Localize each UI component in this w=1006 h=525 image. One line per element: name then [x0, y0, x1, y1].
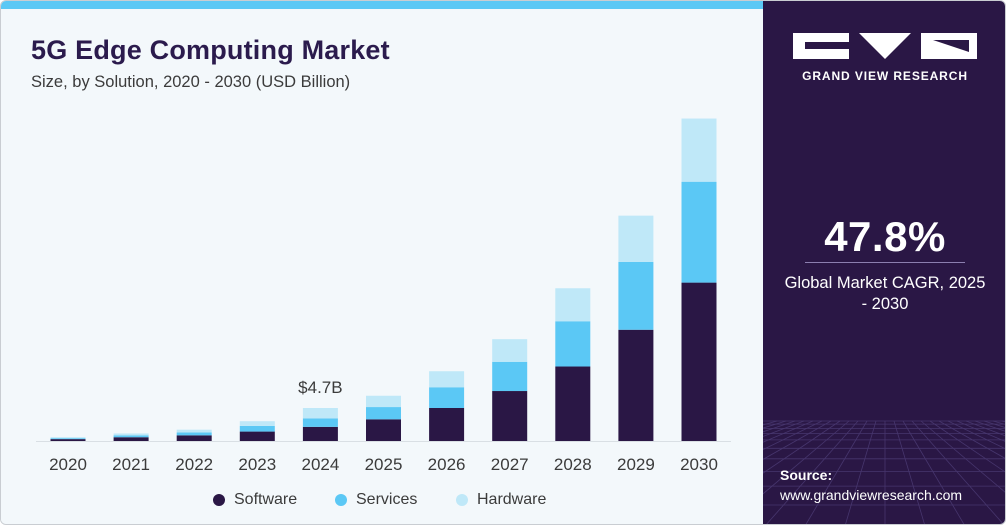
bar-software-2028	[555, 366, 591, 441]
bar-services-2025	[366, 407, 401, 420]
bar-services-2021	[113, 435, 149, 438]
x-tick-label-2023: 2023	[238, 455, 276, 474]
bar-hardware-2022	[176, 429, 212, 433]
x-tick-label-2022: 2022	[175, 455, 213, 474]
bar-hardware-2024	[302, 408, 338, 419]
bar-services-2020	[50, 438, 86, 440]
legend-swatch-software	[213, 494, 225, 506]
x-tick-label-2021: 2021	[112, 455, 150, 474]
brand-name: GRAND VIEW RESEARCH	[802, 69, 968, 83]
bar-hardware-2025	[366, 395, 401, 408]
bar-software-2021	[113, 437, 149, 441]
bar-hardware-2026	[429, 371, 465, 388]
bar-services-2023	[239, 425, 275, 432]
data-label-2024: $4.7B	[298, 378, 342, 397]
bar-software-2030	[681, 282, 717, 441]
bar-software-2025	[366, 419, 401, 441]
bar-software-2020	[50, 439, 86, 441]
bar-services-2024	[302, 418, 338, 427]
bar-services-2026	[429, 387, 465, 408]
bar-software-2027	[492, 391, 528, 441]
side-panel: GRAND VIEW RESEARCH 47.8% Global Market …	[763, 1, 1005, 524]
bar-services-2029	[618, 261, 654, 330]
legend-label-software: Software	[234, 491, 298, 508]
bar-hardware-2023	[239, 421, 275, 426]
x-tick-label-2020: 2020	[49, 455, 87, 474]
x-tick-label-2025: 2025	[365, 455, 403, 474]
cagr-value: 47.8%	[824, 213, 946, 260]
bar-hardware-2028	[555, 288, 591, 322]
grid-lines	[763, 420, 1005, 524]
bar-software-2022	[176, 435, 212, 441]
bar-software-2024	[302, 426, 338, 441]
x-tick-label-2029: 2029	[617, 455, 655, 474]
bar-hardware-2030	[681, 118, 717, 182]
source-label: Source:	[780, 467, 833, 483]
perspective-grid-graphic	[763, 420, 1005, 524]
legend-item-services: Services	[335, 491, 417, 509]
cagr-label: Global Market CAGR, 2025 - 2030	[784, 274, 986, 313]
bar-software-2029	[618, 329, 654, 441]
source-url: www.grandviewresearch.com	[780, 487, 963, 503]
x-tick-label-2028: 2028	[554, 455, 592, 474]
top-accent-bar	[1, 1, 763, 9]
bar-services-2030	[681, 181, 717, 283]
cagr-divider	[805, 262, 965, 263]
gvr-logo	[793, 33, 977, 59]
chart-panel: 5G Edge Computing Market Size, by Soluti…	[1, 9, 763, 524]
x-tick-label-2024: 2024	[301, 455, 339, 474]
chart-subtitle: Size, by Solution, 2020 - 2030 (USD Bill…	[31, 73, 351, 91]
legend-swatch-services	[335, 494, 347, 506]
bar-hardware-2027	[492, 339, 528, 362]
x-tick-label-2027: 2027	[491, 455, 529, 474]
bar-services-2027	[492, 361, 528, 392]
bar-hardware-2029	[618, 215, 654, 262]
bar-software-2023	[239, 431, 275, 441]
bar-hardware-2020	[50, 437, 86, 439]
legend-label-services: Services	[356, 491, 418, 508]
bar-chart: 2020 2021 2022 2023 2024 $4.7B 2025 2026 2027 202…	[36, 118, 731, 474]
bar-services-2028	[555, 321, 591, 367]
bar-software-2026	[429, 408, 465, 441]
legend-item-software: Software	[213, 491, 297, 509]
x-tick-label-2030: 2030	[680, 455, 718, 474]
x-tick-label-2026: 2026	[428, 455, 466, 474]
bar-services-2022	[176, 432, 212, 436]
legend-label-hardware: Hardware	[477, 491, 547, 508]
chart-title: 5G Edge Computing Market	[31, 35, 390, 65]
legend-swatch-hardware	[456, 494, 468, 506]
bar-hardware-2021	[113, 433, 149, 436]
legend-item-hardware: Hardware	[456, 491, 546, 509]
